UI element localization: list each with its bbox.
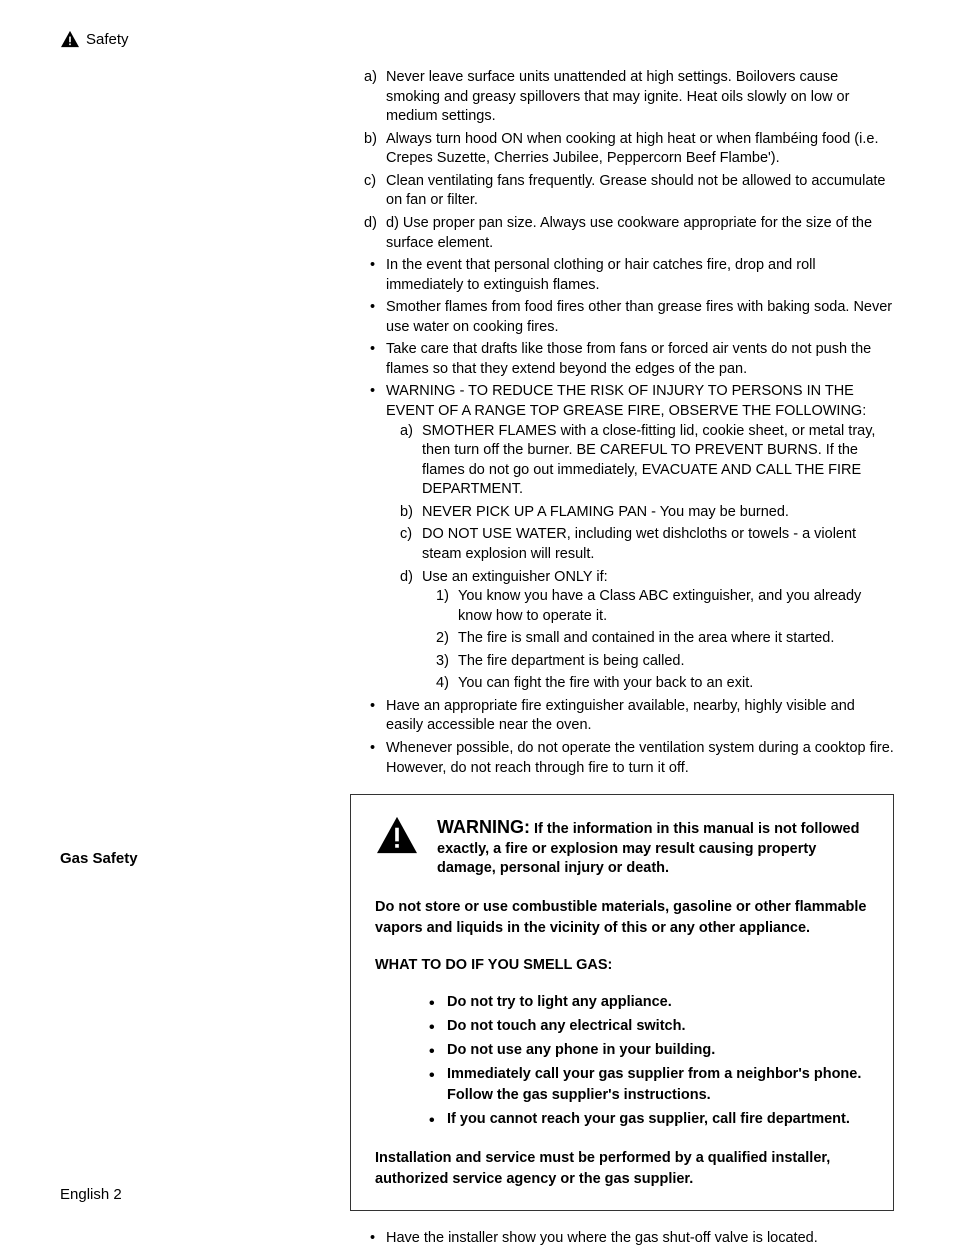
list-item: 4)You can fight the fire with your back … bbox=[458, 674, 894, 694]
list-item: Do not use any phone in your building. bbox=[447, 1040, 869, 1061]
bullet-list: Have the installer show you where the ga… bbox=[350, 1229, 894, 1249]
list-item: d)Use an extinguisher ONLY if: 1)You kno… bbox=[422, 568, 894, 694]
page-header: Safety bbox=[60, 30, 894, 48]
warning-triangle-icon bbox=[375, 815, 419, 860]
nested-num-list: 1)You know you have a Class ABC extingui… bbox=[422, 587, 894, 694]
list-item: Smother flames from food fires other tha… bbox=[386, 298, 894, 337]
warning-paragraph: Do not store or use combustible material… bbox=[375, 897, 869, 939]
warning-title-block: WARNING: If the information in this manu… bbox=[437, 815, 869, 879]
list-item: Have the installer show you where the ga… bbox=[386, 1229, 894, 1249]
warning-box: WARNING: If the information in this manu… bbox=[350, 794, 894, 1211]
warning-paragraph: WHAT TO DO IF YOU SMELL GAS: bbox=[375, 955, 869, 976]
list-item: b)NEVER PICK UP A FLAMING PAN - You may … bbox=[422, 503, 894, 523]
list-item: b)Always turn hood ON when cooking at hi… bbox=[386, 130, 894, 169]
warning-title: WARNING: bbox=[437, 817, 530, 837]
list-item: 3)The fire department is being called. bbox=[458, 652, 894, 672]
warning-paragraph: Installation and service must be perform… bbox=[375, 1148, 869, 1190]
list-item: a)SMOTHER FLAMES with a close-fitting li… bbox=[422, 422, 894, 500]
list-item: Have an appropriate fire extinguisher av… bbox=[386, 697, 894, 736]
list-item: c)Clean ventilating fans frequently. Gre… bbox=[386, 172, 894, 211]
warning-body: Do not store or use combustible material… bbox=[375, 897, 869, 1190]
list-item: In the event that personal clothing or h… bbox=[386, 256, 894, 295]
warning-icon bbox=[60, 30, 80, 48]
list-item: a)Never leave surface units unattended a… bbox=[386, 68, 894, 127]
main-content: a)Never leave surface units unattended a… bbox=[350, 68, 894, 778]
header-label: Safety bbox=[86, 31, 129, 48]
list-item: c)DO NOT USE WATER, including wet dishcl… bbox=[422, 525, 894, 564]
alpha-list: a)Never leave surface units unattended a… bbox=[350, 68, 894, 253]
warning-bullet-list: Do not try to light any appliance. Do no… bbox=[375, 992, 869, 1130]
list-item: If you cannot reach your gas supplier, c… bbox=[447, 1109, 869, 1130]
list-item: Do not touch any electrical switch. bbox=[447, 1016, 869, 1037]
warning-header: WARNING: If the information in this manu… bbox=[375, 815, 869, 879]
list-item: d)d) Use proper pan size. Always use coo… bbox=[386, 214, 894, 253]
list-item: 1)You know you have a Class ABC extingui… bbox=[458, 587, 894, 626]
side-heading: Gas Safety bbox=[60, 850, 138, 867]
nested-alpha-list: a)SMOTHER FLAMES with a close-fitting li… bbox=[386, 422, 894, 694]
list-item: Whenever possible, do not operate the ve… bbox=[386, 739, 894, 778]
page-footer: English 2 bbox=[60, 1186, 122, 1203]
bullet-list: In the event that personal clothing or h… bbox=[350, 256, 894, 778]
after-box-content: Have the installer show you where the ga… bbox=[350, 1229, 894, 1249]
list-item: Immediately call your gas supplier from … bbox=[447, 1064, 869, 1106]
list-item: WARNING - TO REDUCE THE RISK OF INJURY T… bbox=[386, 382, 894, 693]
list-item: 2)The fire is small and contained in the… bbox=[458, 629, 894, 649]
list-item: Take care that drafts like those from fa… bbox=[386, 340, 894, 379]
list-item: Do not try to light any appliance. bbox=[447, 992, 869, 1013]
